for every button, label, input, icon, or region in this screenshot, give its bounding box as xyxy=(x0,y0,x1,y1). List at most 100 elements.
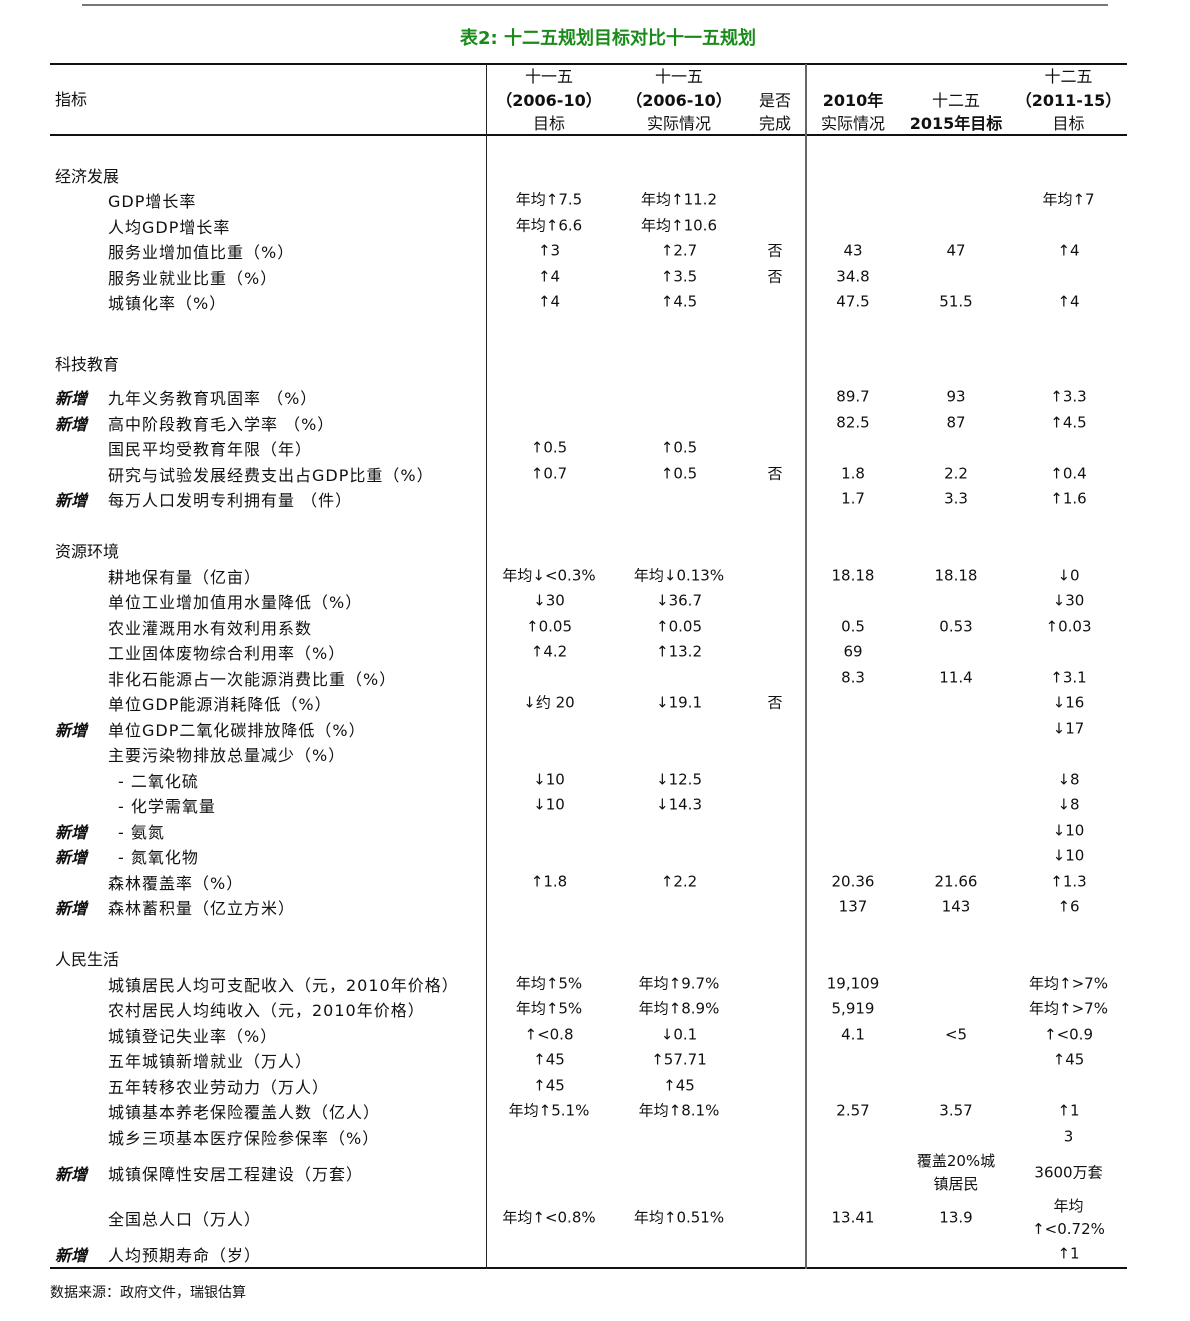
cell-c4: 82.5 xyxy=(836,413,870,432)
cell-c4: 1.7 xyxy=(841,489,865,508)
cell-c6: ↓8 xyxy=(1057,795,1080,814)
cell-c3: 否 xyxy=(767,267,783,286)
header-c1-line: 目标 xyxy=(532,114,565,133)
cell-c4: 89.7 xyxy=(836,387,870,406)
cell-c6: ↑1.6 xyxy=(1050,489,1087,508)
cell-c4: 18.18 xyxy=(831,566,875,585)
cell-c6: ↑6 xyxy=(1057,897,1080,916)
cell-c2: ↑57.71 xyxy=(651,1050,707,1069)
cell-c2: 年均↑8.1% xyxy=(638,1101,720,1120)
header-c6-line: （2011-15） xyxy=(1015,90,1122,110)
indicator-label: 主要污染物排放总量减少（%） xyxy=(108,746,346,765)
new-indicator-flag: 新增 xyxy=(55,721,88,740)
indicator-label: 服务业增加值比重（%） xyxy=(108,243,295,262)
cell-c2: 年均↑0.51% xyxy=(633,1208,725,1227)
cell-c4: 2.57 xyxy=(836,1101,870,1120)
cell-c6: ↓30 xyxy=(1052,591,1085,610)
cell-c6: ↑<0.9 xyxy=(1044,1025,1093,1044)
cell-c2: ↑4.5 xyxy=(660,292,698,311)
header-c2-line: （2006-10） xyxy=(626,90,732,110)
indicator-label: 单位GDP能源消耗降低（%） xyxy=(108,695,332,714)
new-indicator-flag: 新增 xyxy=(55,848,88,867)
cell-c6: 年均↑<0.72% xyxy=(1032,1197,1105,1238)
cell-c5: 3.57 xyxy=(939,1101,973,1120)
cell-c2: ↑45 xyxy=(663,1076,695,1095)
cell-c4: 5,919 xyxy=(831,999,875,1018)
cell-c1: ↑4.2 xyxy=(530,642,568,661)
new-indicator-flag: 新增 xyxy=(55,491,88,510)
cell-c5: 143 xyxy=(941,897,971,916)
cell-c5: 2.2 xyxy=(944,464,968,483)
section-heading: 经济发展 xyxy=(55,167,120,186)
cell-c6: ↓16 xyxy=(1052,693,1085,712)
new-indicator-flag: 新增 xyxy=(55,389,88,408)
indicator-label: 城镇化率（%） xyxy=(108,294,227,313)
indicator-label: 城镇保障性安居工程建设（万套） xyxy=(108,1165,364,1184)
cell-c5: 18.18 xyxy=(934,566,978,585)
indicator-label: - 氮氧化物 xyxy=(118,848,199,867)
cell-c4: 69 xyxy=(843,642,863,661)
top-rule xyxy=(82,4,1108,6)
cell-c5: 3.3 xyxy=(944,489,968,508)
cell-c1: ↑0.05 xyxy=(526,617,572,636)
cell-c2: ↑13.2 xyxy=(656,642,702,661)
header-indicator: 指标 xyxy=(55,90,88,109)
cell-c2: ↑3.5 xyxy=(660,267,698,286)
cell-c1: ↑45 xyxy=(533,1076,565,1095)
cell-c1: 年均↑5% xyxy=(515,999,583,1018)
cell-c2: ↓36.7 xyxy=(656,591,702,610)
new-indicator-flag: 新增 xyxy=(55,823,88,842)
cell-c4: 19,109 xyxy=(826,974,880,993)
header-bottom-rule xyxy=(50,134,1127,136)
cell-c6: 年均↑>7% xyxy=(1029,974,1108,993)
indicator-label: 五年转移农业劳动力（万人） xyxy=(108,1078,330,1097)
cell-c2: ↓0.1 xyxy=(660,1025,698,1044)
cell-c6: ↑45 xyxy=(1052,1050,1085,1069)
cell-c4: 43 xyxy=(843,241,863,260)
cell-c5: 93 xyxy=(946,387,966,406)
cell-c2: ↓19.1 xyxy=(656,693,702,712)
indicator-label: - 二氧化硫 xyxy=(118,772,199,791)
cell-c5: 87 xyxy=(946,413,966,432)
cell-c1: ↑4 xyxy=(537,267,561,286)
header-c2-line: 实际情况 xyxy=(646,114,711,133)
cell-c1: 年均↑7.5 xyxy=(515,190,583,209)
indicator-label: 单位GDP二氧化碳排放降低（%） xyxy=(108,721,366,740)
header-c4-line: 实际情况 xyxy=(820,114,885,133)
new-indicator-flag: 新增 xyxy=(55,1165,88,1184)
indicator-label: 农业灌溉用水有效利用系数 xyxy=(108,619,313,638)
cell-c4: 8.3 xyxy=(841,668,865,687)
cell-c6: 3 xyxy=(1063,1127,1074,1146)
cell-c2: ↑0.05 xyxy=(656,617,702,636)
header-c4-line: 2010年 xyxy=(822,90,884,110)
cell-c6: ↓0 xyxy=(1057,566,1080,585)
indicator-label: 全国总人口（万人） xyxy=(108,1210,262,1229)
cell-c3: 否 xyxy=(767,693,783,712)
cell-c1: ↓10 xyxy=(533,770,565,789)
header-c5-line: 十二五 xyxy=(931,90,980,110)
header-c3-line: 是否 xyxy=(758,90,791,110)
cell-c4: 13.41 xyxy=(831,1208,875,1227)
cell-c4: 47.5 xyxy=(836,292,870,311)
cell-c4: 1.8 xyxy=(841,464,865,483)
column-divider xyxy=(805,64,807,1269)
indicator-label: 城镇登记失业率（%） xyxy=(108,1027,278,1046)
cell-c6: ↑4.5 xyxy=(1050,413,1087,432)
cell-c5: 13.9 xyxy=(939,1208,973,1227)
indicator-label: 耕地保有量（亿亩） xyxy=(108,568,262,587)
indicator-label: 森林覆盖率（%） xyxy=(108,874,244,893)
cell-c4: 137 xyxy=(838,897,868,916)
indicator-label: 高中阶段教育毛入学率 （%） xyxy=(108,415,335,434)
indicator-label: - 化学需氧量 xyxy=(118,797,216,816)
cell-c6: ↓10 xyxy=(1052,821,1085,840)
cell-c2: 年均↑11.2 xyxy=(641,190,717,209)
cell-c1: ↑0.5 xyxy=(530,438,568,457)
cell-c6: ↓8 xyxy=(1057,770,1080,789)
cell-c5: 47 xyxy=(946,241,966,260)
cell-c5: <5 xyxy=(944,1025,968,1044)
indicator-label: 森林蓄积量（亿立方米） xyxy=(108,899,296,918)
cell-c6: ↑1 xyxy=(1057,1101,1080,1120)
cell-c1: 年均↑5.1% xyxy=(508,1101,590,1120)
header-c5-line: 2015年目标 xyxy=(909,114,1003,133)
indicator-label: 研究与试验发展经费支出占GDP比重（%） xyxy=(108,466,434,485)
